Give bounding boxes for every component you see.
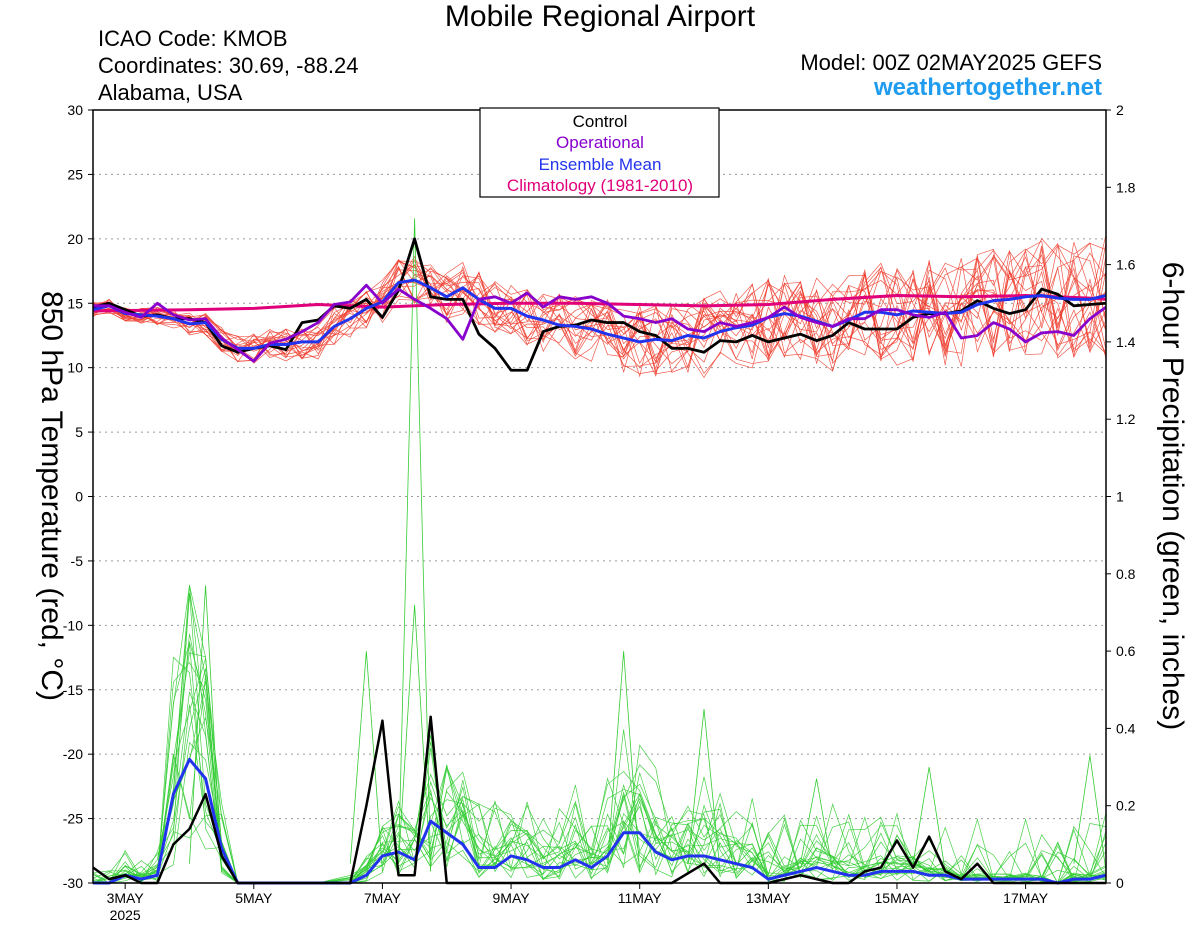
x-tick-label: 3MAY	[107, 890, 145, 906]
model-run: Model: 00Z 02MAY2025 GEFS	[800, 50, 1102, 75]
precip-member-line	[92, 668, 1107, 884]
site-link[interactable]: weathertogether.net	[873, 74, 1102, 101]
legend-box	[479, 107, 720, 198]
y-left-tick-label: 15	[67, 295, 83, 311]
y-right-tick-label: 1.4	[1116, 334, 1136, 350]
precip-spike-line	[1073, 755, 1107, 872]
y-left-tick-label: -20	[63, 746, 83, 762]
y-left-tick-label: 30	[67, 102, 83, 118]
temp-member-line	[92, 240, 1107, 369]
precip-member-line	[92, 593, 1107, 884]
y-left-tick-label: 5	[75, 424, 83, 440]
precip-member-line	[93, 640, 1107, 884]
temp-mean-line	[92, 278, 1107, 350]
x-tick-label: 11MAY	[618, 890, 662, 906]
y-right-tick-label: 0	[1116, 875, 1124, 891]
y-left-tick-label: -10	[63, 617, 83, 633]
precip-member-line	[92, 643, 1107, 884]
precip-spike-line	[349, 651, 383, 872]
temp-member-line	[92, 252, 1107, 365]
y-right-tick-label: 0.4	[1116, 720, 1136, 736]
x-tick-sublabel: 2025	[110, 907, 141, 923]
x-tick-label: 17MAY	[1003, 890, 1049, 906]
precip-spike-line	[189, 585, 223, 872]
y-ticks: 302520151050-5-10-15-20-25-3021.81.61.41…	[63, 102, 1136, 891]
icao-code: ICAO Code: KMOB	[98, 26, 288, 51]
temp-member-line	[92, 249, 1107, 372]
y-right-tick-label: 0.2	[1116, 798, 1136, 814]
precip-member-line	[92, 765, 1107, 884]
x-tick-label: 9MAY	[493, 890, 531, 906]
precip-spike-line	[398, 604, 432, 872]
y-left-tick-label: -5	[71, 553, 84, 569]
precip-member-line	[92, 585, 1107, 884]
y-left-tick-label: 0	[75, 489, 83, 505]
y-right-tick-label: 1	[1116, 489, 1124, 505]
y-right-tick-label: 1.8	[1116, 179, 1136, 195]
y-right-tick-label: 1.6	[1116, 257, 1136, 273]
y-right-tick-label: 1.2	[1116, 411, 1136, 427]
x-tick-label: 5MAY	[235, 890, 273, 906]
y-left-tick-label: 25	[67, 166, 83, 182]
x-tick-label: 13MAY	[746, 890, 792, 906]
precip-spike-line	[800, 778, 834, 872]
y-left-tick-label: -30	[63, 875, 83, 891]
y-right-tick-label: 0.6	[1116, 643, 1136, 659]
legend-control: Control	[573, 112, 628, 131]
y-left-tick-label: 10	[67, 360, 83, 376]
precip-spike-line	[398, 218, 432, 872]
coordinates: Coordinates: 30.69, -88.24	[98, 53, 359, 78]
temp-member-line	[92, 242, 1107, 374]
precip-member-line	[93, 691, 1107, 884]
chart-title: Mobile Regional Airport	[444, 0, 756, 33]
y-right-tick-label: 2	[1116, 102, 1124, 118]
precip-spike-line	[687, 709, 721, 872]
region: Alabama, USA	[98, 80, 243, 105]
temp-member-line	[92, 238, 1107, 375]
grid-lines	[93, 173, 1106, 820]
y-axis-left-label: 850 hPa Temperature (red, °C)	[35, 291, 68, 701]
legend: Control Operational Ensemble Mean Climat…	[479, 107, 720, 198]
temp-member-line	[92, 234, 1107, 362]
legend-ensemble-mean: Ensemble Mean	[539, 155, 662, 174]
x-tick-label: 15MAY	[875, 890, 921, 906]
precip-member-line	[92, 592, 1107, 884]
legend-climatology: Climatology (1981-2010)	[507, 176, 693, 195]
climatology-line	[92, 294, 1107, 313]
temp-operational-line	[93, 283, 1107, 363]
y-left-tick-label: -25	[63, 811, 83, 827]
precip-spike-line	[607, 651, 641, 872]
ensemble-members	[92, 218, 1107, 884]
y-left-tick-label: -15	[63, 682, 83, 698]
precip-member-line	[93, 584, 1107, 884]
y-right-tick-label: 0.8	[1116, 566, 1136, 582]
legend-operational: Operational	[556, 133, 644, 152]
x-tick-label: 7MAY	[364, 890, 402, 906]
y-axis-right-label: 6-hour Precipitation (green, inches)	[1156, 262, 1189, 731]
precip-spike-line	[912, 766, 946, 872]
y-left-tick-label: 20	[67, 231, 83, 247]
